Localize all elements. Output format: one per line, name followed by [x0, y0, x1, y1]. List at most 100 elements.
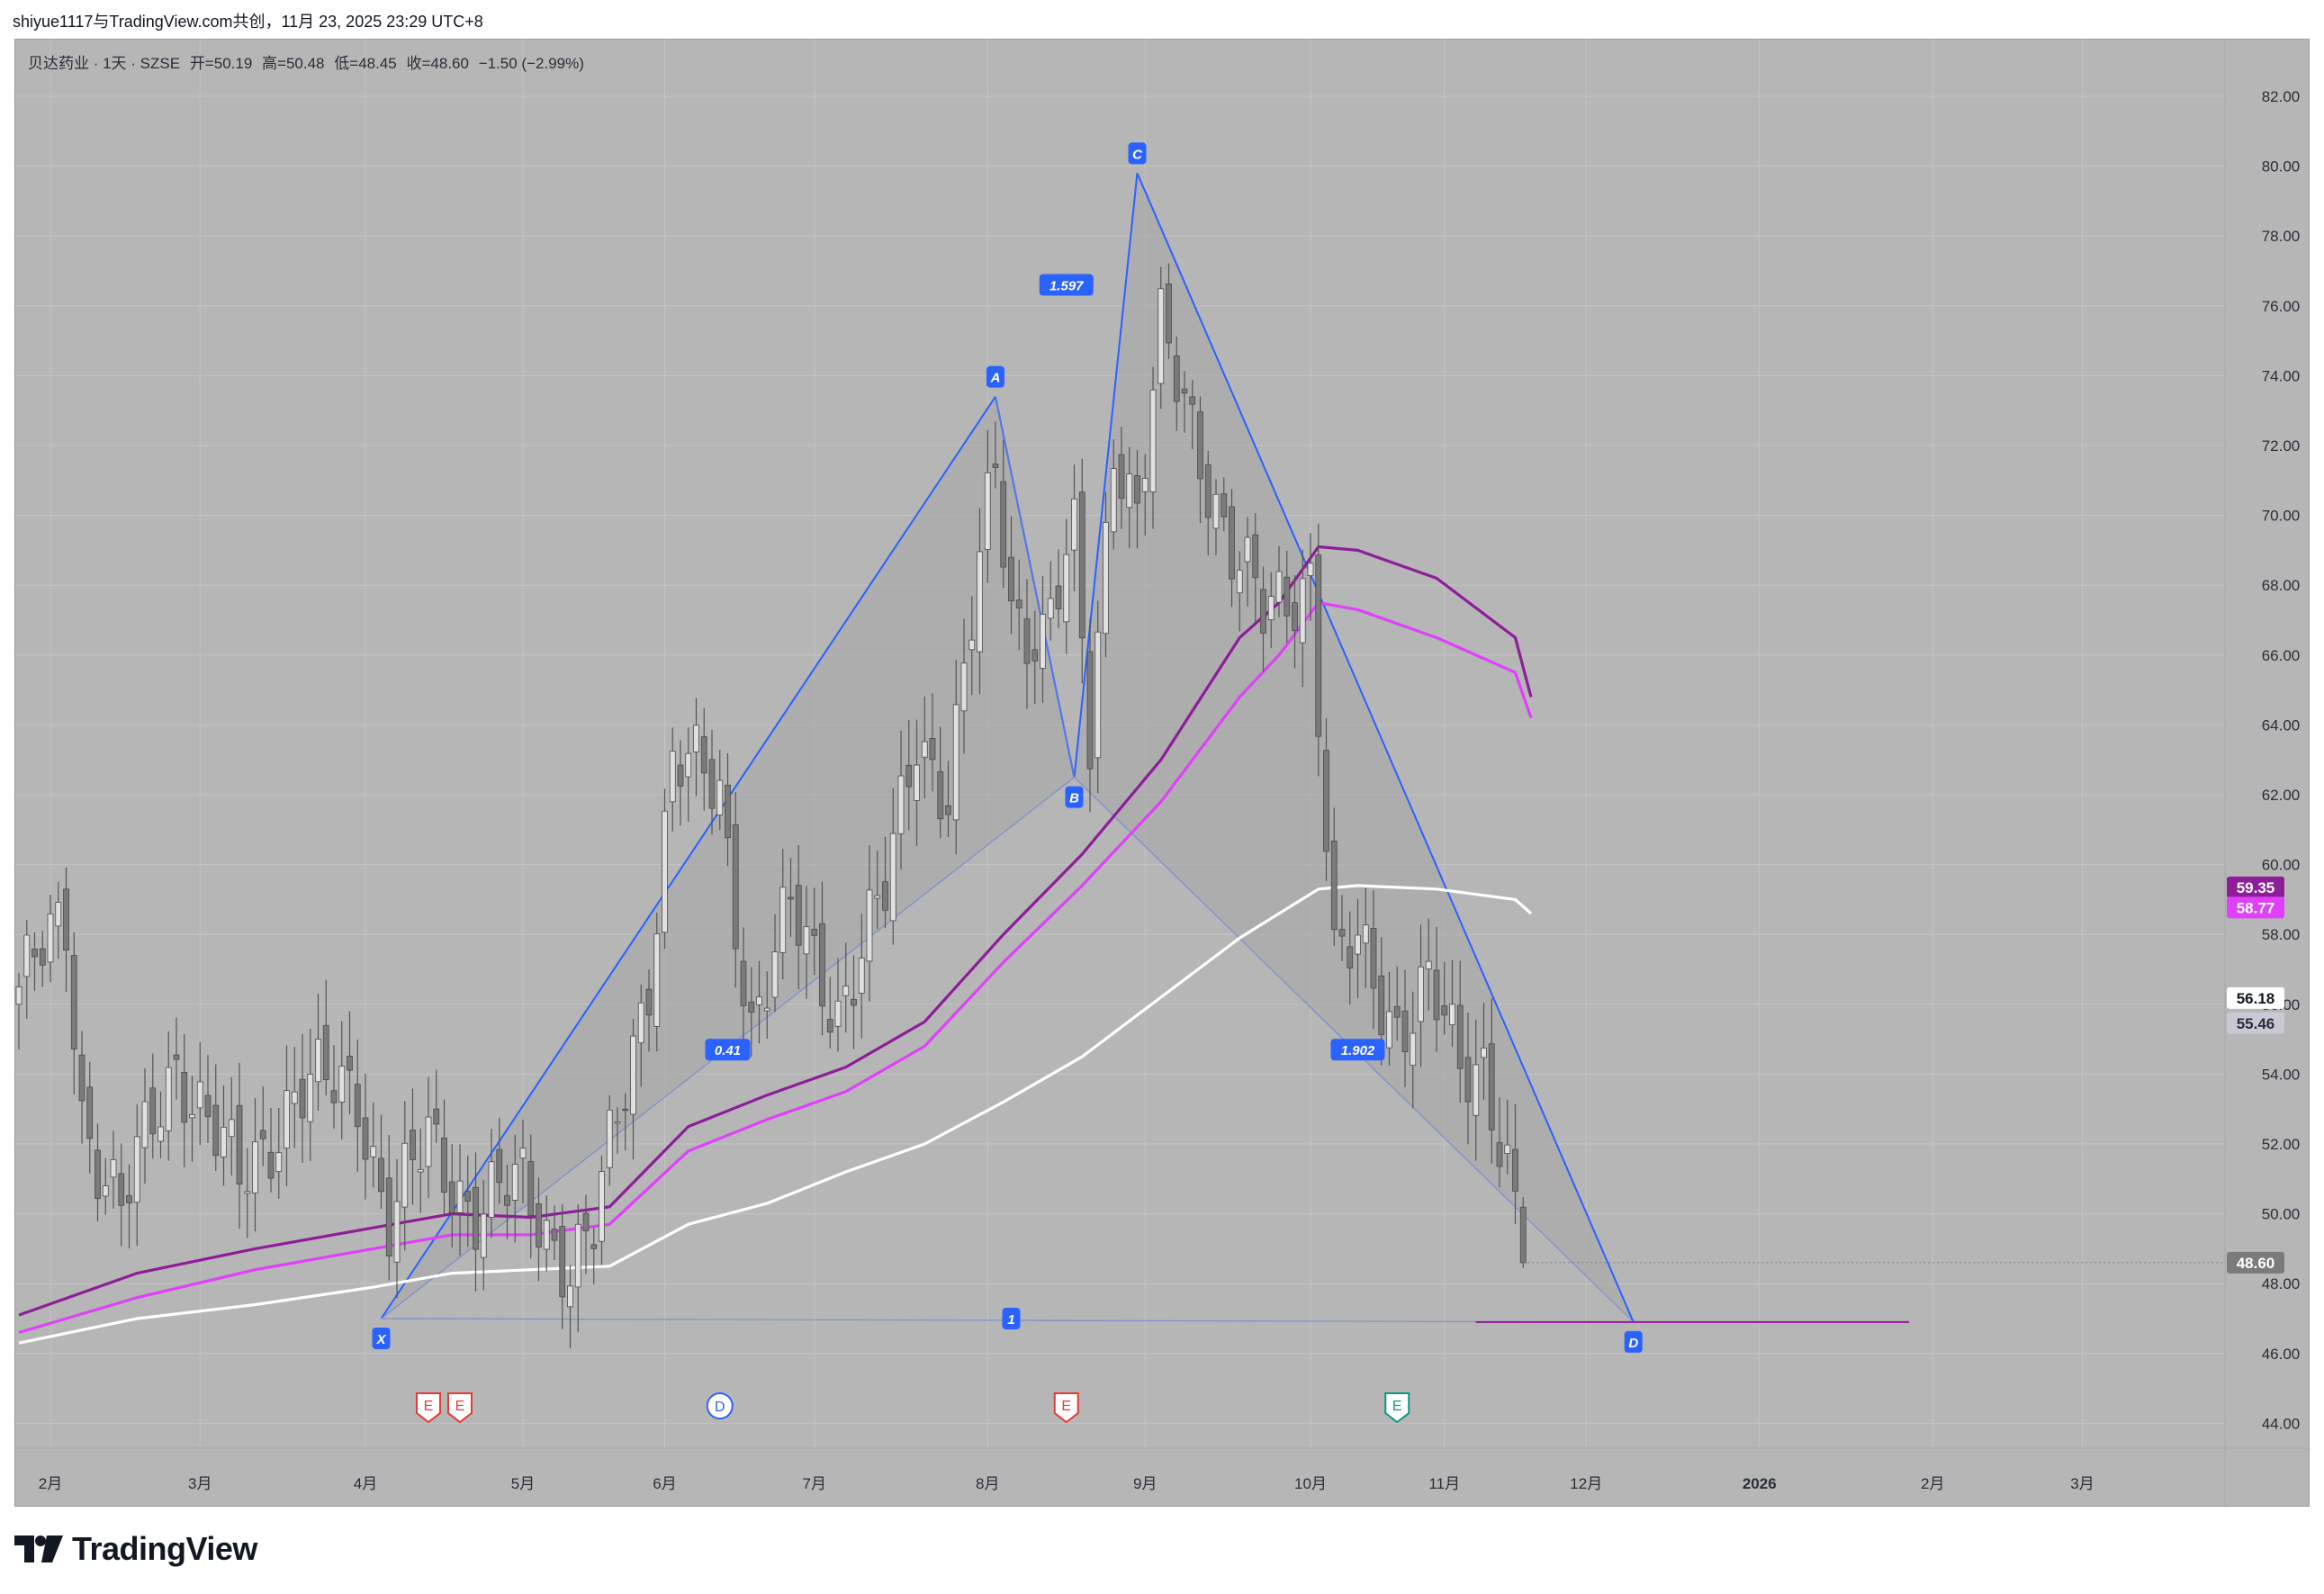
candle — [196, 1041, 203, 1146]
candle — [362, 1073, 369, 1200]
candle-body — [559, 1226, 566, 1298]
candle-body — [977, 551, 983, 653]
candle-body — [110, 1159, 117, 1178]
time-axis: 2月 3月 4月 5月 6月 7月 8月 9月 10月 11月 12月 2026 2月 3月 — [39, 1475, 2094, 1492]
candle — [1173, 336, 1180, 431]
candle — [882, 836, 888, 929]
candle-body — [622, 1108, 629, 1112]
pattern-ratio: 0.41 — [705, 1039, 751, 1061]
candle — [1047, 561, 1054, 641]
candle — [929, 693, 936, 792]
price-tick-label: 82.00 — [2262, 88, 2301, 105]
candle — [236, 1062, 243, 1229]
candle-body — [1386, 1011, 1392, 1049]
price-axis: 44.0046.0048.0050.0052.0054.0056.0058.00… — [2262, 88, 2301, 1432]
candle-body — [338, 1066, 346, 1103]
candle — [897, 730, 905, 869]
candle-body — [1275, 571, 1283, 603]
chart-frame[interactable]: 44.0046.0048.0050.0052.0054.0056.0058.00… — [14, 39, 2310, 1507]
candle-body — [882, 881, 888, 911]
candle-body — [952, 704, 959, 821]
candle-body — [1071, 498, 1077, 551]
candle — [937, 726, 944, 839]
time-tick-label: 10月 — [1294, 1475, 1327, 1492]
candle-body — [425, 1116, 432, 1167]
candle — [527, 1134, 535, 1258]
candle-body — [1330, 841, 1338, 931]
candle-body — [756, 996, 762, 1005]
candle-body — [914, 764, 920, 801]
candle-body — [378, 1157, 384, 1193]
candle — [118, 1143, 125, 1247]
tradingview-brand[interactable]: TradingView — [14, 1530, 257, 1568]
earnings-label: E — [1392, 1399, 1402, 1414]
candle — [914, 719, 920, 846]
candle — [480, 1180, 487, 1291]
candle — [1418, 924, 1424, 1067]
pattern-point-x: X — [372, 1328, 391, 1349]
candle — [1110, 439, 1117, 550]
candle — [1157, 266, 1165, 410]
candle — [700, 707, 707, 811]
candles — [15, 263, 1527, 1348]
candle — [1362, 887, 1369, 988]
pattern-point-a: A — [986, 365, 1004, 388]
candle-body — [567, 1285, 573, 1308]
candle-body — [630, 1035, 636, 1115]
ma-value-tag: 59.35 — [2227, 876, 2284, 898]
pattern-ratio: 1.597 — [1039, 274, 1094, 296]
candlestick-chart[interactable]: 44.0046.0048.0050.0052.0054.0056.0058.00… — [15, 40, 2310, 1507]
pattern-point-c: C — [1128, 142, 1147, 165]
candle-body — [819, 923, 825, 1007]
price-tick-label: 64.00 — [2262, 716, 2301, 734]
candle — [70, 932, 77, 1094]
candle — [78, 1031, 86, 1144]
candle — [15, 972, 23, 1050]
candle-body — [39, 948, 46, 966]
candle-body — [464, 1191, 472, 1202]
candle-body — [858, 958, 865, 994]
candle — [1425, 918, 1432, 1011]
candle — [716, 750, 724, 831]
candle — [110, 1130, 117, 1209]
candle-body — [763, 1007, 770, 1012]
candle-body — [1134, 474, 1140, 504]
candle-body — [307, 1074, 314, 1122]
candle — [645, 969, 653, 1052]
pattern-point-label: C — [1132, 147, 1143, 162]
candle — [252, 1098, 258, 1232]
time-tick-label: 4月 — [354, 1475, 377, 1492]
candle — [960, 618, 968, 754]
candle — [653, 913, 661, 1052]
candle — [1481, 1003, 1487, 1100]
candle-body — [1433, 969, 1440, 1021]
candle-body — [1166, 284, 1172, 344]
event-dividend: D — [706, 1392, 734, 1419]
candle-body — [275, 1152, 283, 1172]
earnings-label: E — [455, 1399, 465, 1414]
candle — [1212, 479, 1220, 555]
open-label: 开= — [189, 55, 214, 72]
current-price-tag: 48.60 — [2227, 1251, 2284, 1274]
pattern-ratio-box — [1002, 1308, 1021, 1329]
candle — [1244, 517, 1251, 607]
candle-body — [771, 951, 779, 998]
candle-body — [385, 1177, 392, 1256]
time-tick-label: 5月 — [511, 1475, 535, 1492]
candle — [307, 1028, 314, 1161]
price-tick-label: 74.00 — [2262, 367, 2301, 384]
candle-body — [173, 1054, 180, 1060]
pattern-ratio-label: 0.41 — [715, 1043, 741, 1058]
candle — [1071, 464, 1077, 591]
candle-body — [401, 1142, 409, 1208]
high-label: 高= — [262, 55, 286, 72]
candle — [417, 1129, 424, 1213]
candle — [212, 1064, 220, 1171]
candle-body — [252, 1141, 258, 1193]
candle-body — [1323, 750, 1329, 852]
candle — [1008, 516, 1014, 635]
candle — [86, 1061, 94, 1174]
candle — [1441, 961, 1448, 1035]
current-price-tag-label: 48.60 — [2237, 1255, 2275, 1272]
candle — [662, 788, 668, 950]
